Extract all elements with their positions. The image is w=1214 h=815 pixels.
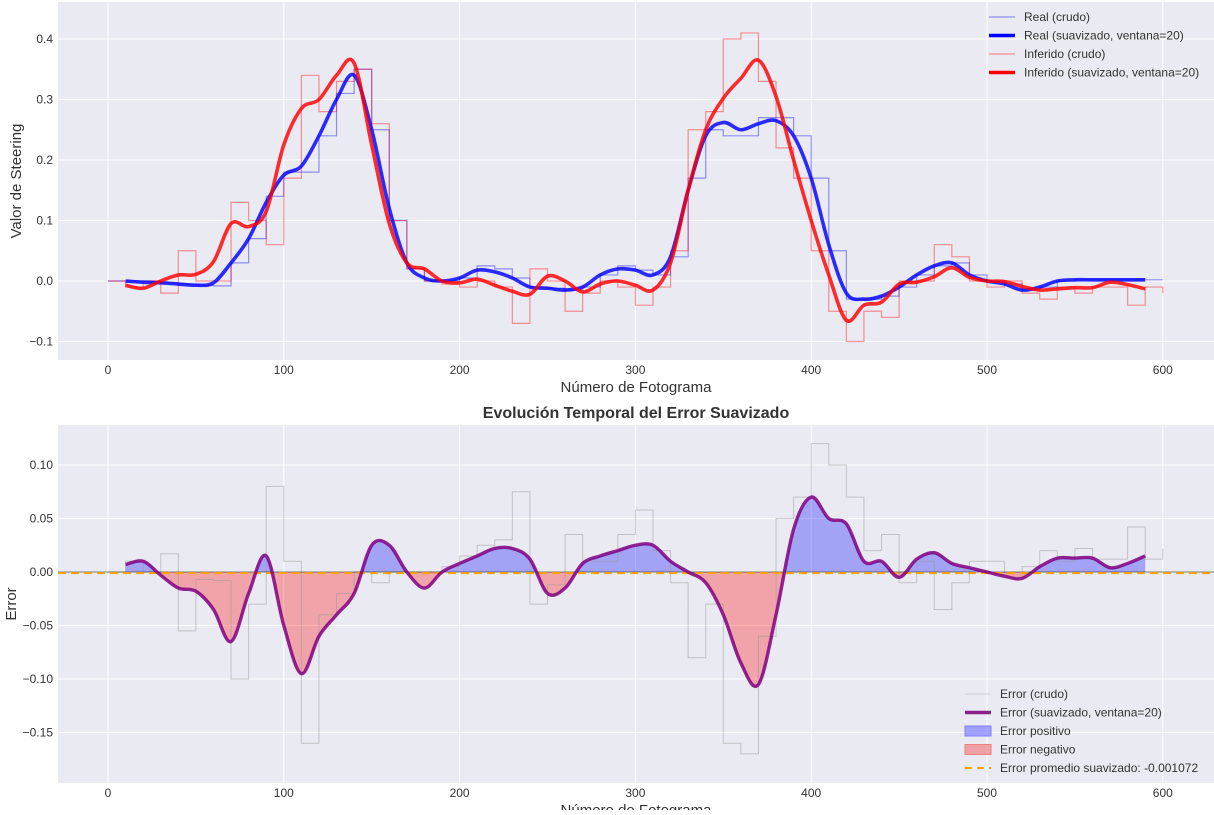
top-series <box>108 32 1164 343</box>
top-plot-area <box>58 2 1214 360</box>
x-tick-label: 300 <box>625 363 645 377</box>
y-tick-label: −0.05 <box>23 619 54 633</box>
x-tick-label: 300 <box>625 786 645 800</box>
x-tick-label: 600 <box>1153 363 1173 377</box>
y-tick-label: −0.10 <box>23 672 54 686</box>
top-grid <box>58 2 1214 360</box>
raw-error-line <box>108 443 1164 755</box>
x-tick-label: 0 <box>105 363 112 377</box>
y-tick-label: 0.0 <box>36 274 53 288</box>
legend-entry: Inferido (suavizado, ventana=20) <box>1024 66 1199 80</box>
legend-entry: Error (suavizado, ventana=20) <box>1000 706 1162 720</box>
smoothed-error-line <box>125 495 1146 688</box>
x-tick-label: 200 <box>450 363 470 377</box>
y-tick-label: 0.10 <box>30 458 54 472</box>
bottom-legend: Error (crudo) Error (suavizado, ventana=2… <box>964 687 1198 775</box>
x-tick-label: 600 <box>1153 786 1173 800</box>
legend-entry: Real (suavizado, ventana=20) <box>1024 29 1184 43</box>
y-tick-label: 0.00 <box>30 565 54 579</box>
x-tick-label: 400 <box>801 786 821 800</box>
legend-entry: Inferido (crudo) <box>1024 47 1105 61</box>
legend-entry: Error positivo <box>1000 724 1071 738</box>
bottom-series <box>58 443 1214 755</box>
bottom-chart-title: Evolución Temporal del Error Suavizado <box>483 405 790 422</box>
legend-entry: Error negativo <box>1000 743 1076 757</box>
x-tick-label: 500 <box>977 786 997 800</box>
y-tick-label: 0.05 <box>30 512 54 526</box>
x-tick-label: 100 <box>274 363 294 377</box>
axes-labels: 0 100 200 300 400 500 600 −0.1 0.0 0.1 0.2 0.3 0.4 0 1… <box>23 32 1174 800</box>
raw-series-line <box>108 68 1163 300</box>
y-tick-label: 0.1 <box>36 214 53 228</box>
y-tick-label: −0.15 <box>23 726 54 740</box>
top-y-axis-label: Valor de Steering <box>8 124 25 239</box>
legend-entry: Error (crudo) <box>1000 687 1068 701</box>
y-tick-label: 0.3 <box>36 93 53 107</box>
positive-error-area <box>125 497 1146 572</box>
bottom-y-axis-label: Error <box>3 587 20 620</box>
legend-swatch <box>964 725 992 737</box>
top-legend: Real (crudo) Real (suavizado, ventana=20)… <box>989 10 1199 80</box>
x-tick-label: 200 <box>450 786 470 800</box>
x-tick-label: 500 <box>977 363 997 377</box>
x-tick-label: 0 <box>105 786 112 800</box>
bottom-x-axis-label: Número de Fotograma <box>561 802 713 810</box>
legend-entry: Error promedio suavizado: -0.001072 <box>1000 761 1198 775</box>
y-tick-label: 0.4 <box>36 32 53 46</box>
x-tick-label: 100 <box>274 786 294 800</box>
top-x-axis-label: Número de Fotograma <box>561 379 713 396</box>
legend-entry: Real (crudo) <box>1024 10 1090 24</box>
legend-swatch <box>964 744 992 755</box>
bottom-series-clip <box>58 443 1214 755</box>
raw-series-line <box>108 32 1164 343</box>
negative-error-area <box>125 572 1146 687</box>
y-tick-label: 0.2 <box>36 153 53 167</box>
y-tick-label: −0.1 <box>29 335 53 349</box>
x-tick-label: 400 <box>801 363 821 377</box>
smoothed-series-line <box>125 57 1146 324</box>
